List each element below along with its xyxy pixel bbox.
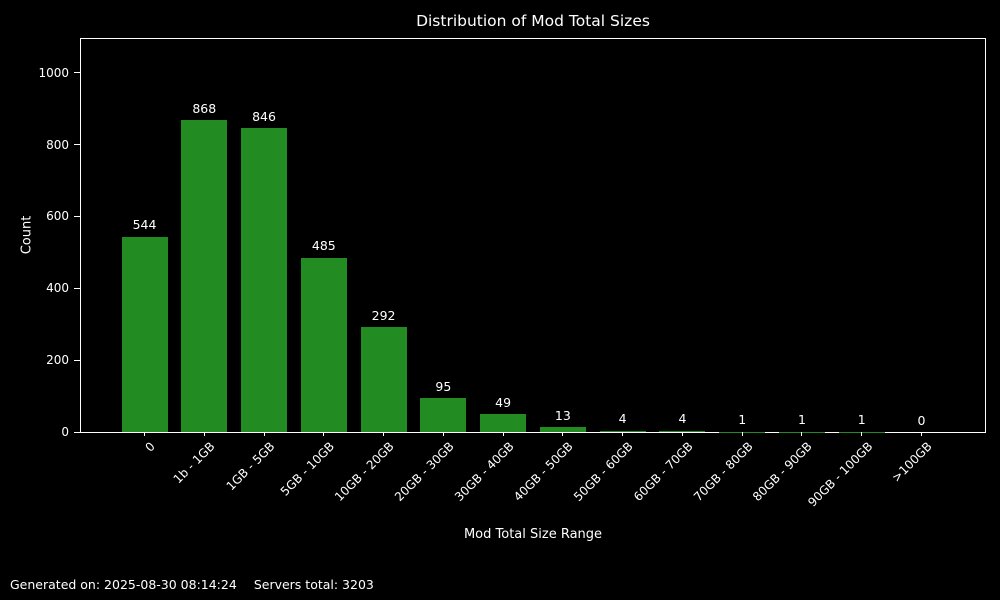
x-tick-mark bbox=[442, 432, 444, 436]
bar-value-label: 485 bbox=[311, 238, 336, 254]
x-tick-mark bbox=[921, 432, 922, 436]
bar bbox=[420, 397, 467, 432]
x-tick-mark bbox=[263, 432, 265, 436]
x-tick-label: 50GB - 60GB bbox=[571, 439, 636, 505]
bar-value-label: 95 bbox=[435, 378, 452, 394]
bar bbox=[659, 430, 706, 432]
x-tick-label: 0 bbox=[142, 439, 158, 455]
x-tick-label: 40GB - 50GB bbox=[511, 439, 577, 505]
y-tick-mark bbox=[74, 144, 80, 146]
bar-value-label: 1 bbox=[738, 412, 747, 428]
x-tick-mark bbox=[203, 432, 205, 436]
servers-total: Servers total: 3203 bbox=[253, 577, 374, 592]
footer-text: Generated on: 2025-08-30 08:14:24 Servers… bbox=[10, 577, 374, 592]
bar bbox=[360, 327, 407, 432]
y-tick-label: 800 bbox=[46, 137, 69, 152]
y-tick-label: 200 bbox=[46, 353, 69, 368]
y-tick-label: 600 bbox=[46, 209, 69, 224]
y-tick-mark bbox=[74, 431, 80, 433]
chart-title: Distribution of Mod Total Sizes bbox=[416, 12, 650, 30]
x-tick-label: 10GB - 20GB bbox=[332, 439, 397, 505]
x-tick-label: 30GB - 40GB bbox=[451, 439, 517, 505]
x-tick-label: 80GB - 90GB bbox=[750, 439, 816, 505]
generated-timestamp: Generated on: 2025-08-30 08:14:24 bbox=[10, 577, 237, 592]
bar bbox=[300, 257, 347, 432]
x-tick-label: 1b - 1GB bbox=[170, 439, 218, 487]
x-tick-label: 5GB - 10GB bbox=[277, 439, 338, 499]
x-tick-mark bbox=[502, 432, 504, 436]
plot-area: 544 0 868 1b - 1GB 846 1GB - 5GB 485 5GB - 10GB… bbox=[38, 38, 986, 509]
x-tick-label: 90GB - 100GB bbox=[804, 439, 875, 510]
x-tick-label: >100GB bbox=[889, 439, 935, 485]
bar-value-label: 868 bbox=[192, 100, 217, 116]
bar-value-label: 1 bbox=[857, 412, 866, 428]
x-tick-mark bbox=[681, 432, 683, 436]
x-axis-label: Mod Total Size Range bbox=[463, 527, 603, 542]
bar-value-label: 49 bbox=[495, 395, 512, 411]
bar bbox=[539, 427, 586, 432]
bar-value-label: 0 bbox=[917, 412, 926, 428]
x-tick-label: 70GB - 80GB bbox=[690, 439, 756, 505]
bar bbox=[181, 120, 228, 432]
y-tick-mark bbox=[74, 359, 80, 361]
x-tick-label: 1GB - 5GB bbox=[223, 439, 278, 494]
y-tick-mark bbox=[74, 72, 80, 74]
bar bbox=[599, 430, 646, 432]
y-tick-label: 400 bbox=[46, 281, 69, 296]
bar-value-label: 4 bbox=[618, 411, 627, 427]
bar-value-label: 13 bbox=[554, 407, 571, 423]
y-tick-label: 0 bbox=[61, 425, 69, 439]
x-tick-mark bbox=[562, 432, 564, 436]
x-tick-mark bbox=[323, 432, 325, 436]
y-axis-label: Count bbox=[19, 215, 35, 255]
bar-value-label: 4 bbox=[678, 411, 687, 427]
bar bbox=[241, 128, 288, 432]
bar bbox=[480, 414, 527, 432]
bar bbox=[121, 236, 168, 432]
x-tick-mark bbox=[622, 432, 624, 436]
bar-value-label: 544 bbox=[132, 217, 157, 233]
x-tick-label: 20GB - 30GB bbox=[391, 439, 457, 505]
x-tick-label: 60GB - 70GB bbox=[630, 439, 696, 505]
x-tick-mark bbox=[741, 432, 743, 436]
bar-value-label: 1 bbox=[797, 412, 806, 428]
x-tick-mark bbox=[801, 432, 803, 436]
x-tick-mark bbox=[144, 432, 145, 436]
y-tick-mark bbox=[74, 287, 80, 289]
y-tick-label: 1000 bbox=[38, 65, 69, 80]
x-tick-mark bbox=[861, 432, 863, 436]
bar-value-label: 846 bbox=[252, 108, 276, 124]
x-tick-mark bbox=[383, 432, 385, 436]
bar-value-label: 292 bbox=[371, 307, 396, 323]
y-tick-mark bbox=[74, 215, 80, 217]
